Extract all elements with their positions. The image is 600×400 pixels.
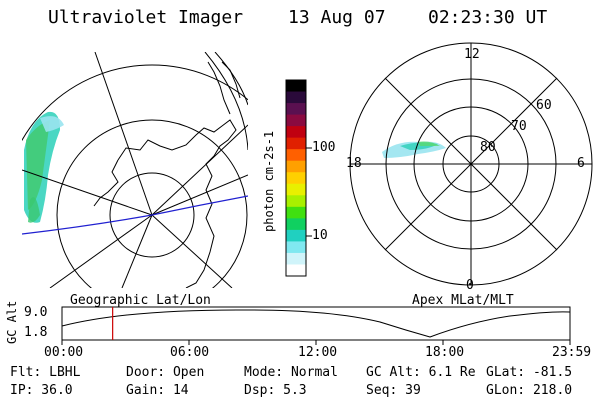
colorbar-swatch — [286, 172, 306, 185]
polar-plot — [349, 42, 593, 286]
colorbar-swatch — [286, 218, 306, 231]
timeline-xtick-1800: 18:00 — [425, 345, 465, 360]
colorbar-swatch — [286, 103, 306, 116]
polar-label-mlt-12: 12 — [464, 47, 480, 62]
colorbar-swatch — [286, 241, 306, 254]
colorbar-swatch — [286, 80, 306, 93]
geo-map-label: Geographic Lat/Lon — [70, 293, 211, 308]
timeline-xtick-0000: 00:00 — [44, 345, 84, 360]
geo-auroral-emission — [24, 111, 64, 223]
colorbar-swatch — [286, 114, 306, 127]
info-mode: Mode: Normal — [244, 365, 338, 380]
polar-label-mlt-18: 18 — [346, 156, 362, 171]
colorbar-swatch — [286, 160, 306, 173]
info-gain: Gain: 14 — [126, 383, 189, 398]
altitude-curve — [61, 309, 571, 338]
colorbar-swatch — [286, 195, 306, 208]
polar-label-lat-60: 60 — [536, 98, 552, 113]
colorbar-swatch — [286, 252, 306, 266]
polar-label-lat-70: 70 — [511, 119, 527, 134]
image-date: 13 Aug 07 — [288, 7, 386, 28]
altitude-timeline — [61, 306, 571, 345]
info-gc-alt: GC Alt: 6.1 Re — [366, 365, 476, 380]
polar-label-mlt-0: 0 — [466, 278, 474, 293]
info-glat: GLat: -81.5 — [486, 365, 573, 380]
timeline-xtick-2359: 23:59 — [552, 345, 592, 360]
timeline-ytick-max: 9.0 — [24, 305, 48, 320]
terminator-line — [22, 195, 248, 235]
colorbar-swatch — [286, 264, 306, 277]
info-door: Door: Open — [126, 365, 205, 380]
info-ip: IP: 36.0 — [10, 383, 73, 398]
colorbar-swatch — [286, 229, 306, 243]
colorbar-swatch — [286, 183, 306, 196]
colorbar-swatch — [286, 149, 306, 162]
colorbar-tick-10: 10 — [312, 228, 328, 243]
timeline-ytick-min: 1.8 — [24, 325, 48, 340]
info-seq: Seq: 39 — [366, 383, 421, 398]
info-dsp: Dsp: 5.3 — [244, 383, 307, 398]
colorbar-unit-label: photon cm-2s-1 — [262, 130, 276, 232]
geo-map-grid — [22, 52, 248, 288]
colorbar-swatch — [286, 126, 306, 139]
colorbar-swatch — [286, 206, 306, 219]
colorbar-swatch — [286, 91, 306, 104]
timeline-ylabel: GC Alt — [5, 300, 19, 344]
polar-plot-label: Apex MLat/MLT — [412, 293, 514, 308]
polar-label-mlt-6: 6 — [577, 156, 585, 171]
colorbar-tick-100: 100 — [312, 140, 336, 155]
colorbar — [286, 80, 306, 277]
polar-label-lat-80: 80 — [480, 140, 496, 155]
instrument-title: Ultraviolet Imager — [48, 7, 244, 28]
colorbar-swatch — [286, 137, 306, 150]
info-glon: GLon: 218.0 — [486, 383, 573, 398]
image-time: 02:23:30 UT — [428, 7, 548, 28]
timeline-xtick-1200: 12:00 — [298, 345, 338, 360]
timeline-xtick-0600: 06:00 — [170, 345, 210, 360]
info-filter: Flt: LBHL — [10, 365, 81, 380]
